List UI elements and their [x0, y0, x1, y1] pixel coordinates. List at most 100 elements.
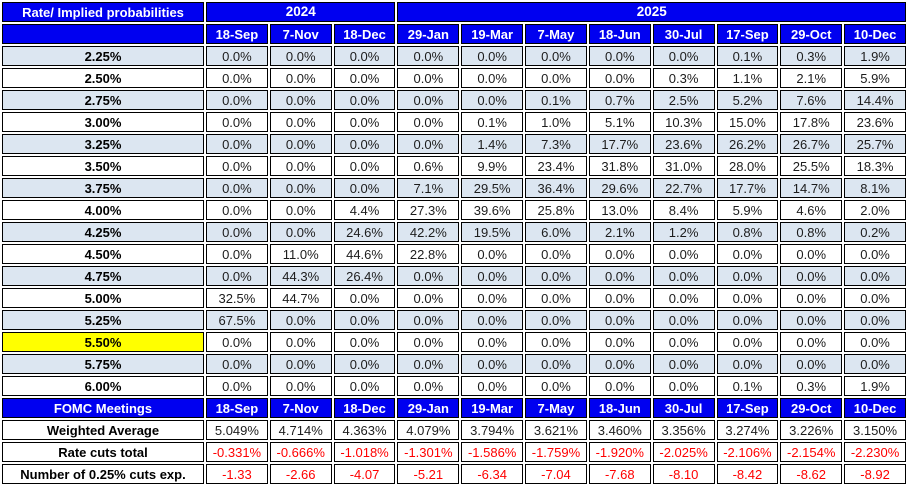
- footer-value-cell: 3.356%: [652, 420, 715, 440]
- probability-cell: 0.0%: [269, 376, 332, 396]
- probability-cell: 0.0%: [780, 266, 843, 286]
- probability-cell: 0.0%: [333, 178, 396, 198]
- probability-cell: 26.2%: [716, 134, 779, 154]
- probability-cell: 19.5%: [461, 222, 524, 242]
- probability-cell: 0.0%: [588, 68, 651, 88]
- probability-cell: 29.5%: [461, 178, 524, 198]
- probability-cell: 0.0%: [461, 68, 524, 88]
- year-header-row: Rate/ Implied probabilities 2024 2025: [2, 2, 906, 22]
- rate-label-cell: 3.50%: [2, 156, 204, 176]
- rate-label-cell: 4.00%: [2, 200, 204, 220]
- footer-value-cell: -1.33: [206, 464, 268, 484]
- probability-cell: 0.0%: [652, 266, 715, 286]
- date-header-cell: 29-Oct: [780, 24, 843, 44]
- probability-cell: 22.7%: [652, 178, 715, 198]
- date-header-cell: 30-Jul: [652, 24, 715, 44]
- date-header-cell: 17-Sep: [716, 24, 779, 44]
- probability-cell: 44.7%: [269, 288, 332, 308]
- footer-value-cell: -1.301%: [397, 442, 460, 462]
- fomc-meetings-label: FOMC Meetings: [2, 398, 204, 418]
- rate-label-cell: 3.00%: [2, 112, 204, 132]
- rate-label-cell: 5.00%: [2, 288, 204, 308]
- footer-value-cell: -7.68: [588, 464, 651, 484]
- probability-cell: 15.0%: [716, 112, 779, 132]
- probability-cell: 0.0%: [397, 354, 460, 374]
- probability-cell: 0.0%: [397, 266, 460, 286]
- probability-cell: 0.0%: [206, 178, 268, 198]
- date-header-cell: 18-Dec: [333, 24, 396, 44]
- rate-row: 6.00% 0.0% 0.0% 0.0% 0.0% 0.0% 0.0% 0.0% 0.0% 0.1…: [2, 376, 906, 396]
- rate-row: 4.50% 0.0% 11.0% 44.6% 22.8% 0.0% 0.0% 0.0% 0.0%…: [2, 244, 906, 264]
- probability-cell: 14.4%: [844, 90, 906, 110]
- footer-value-cell: -8.42: [716, 464, 779, 484]
- footer-value-cell: 3.794%: [461, 420, 524, 440]
- rate-row: 3.50% 0.0% 0.0% 0.0% 0.6% 9.9% 23.4% 31.8% 31.0%…: [2, 156, 906, 176]
- probability-cell: 0.0%: [397, 112, 460, 132]
- probability-cell: 14.7%: [780, 178, 843, 198]
- fomc-meeting-date-cell: 30-Jul: [652, 398, 715, 418]
- probability-cell: 1.9%: [844, 46, 906, 66]
- probability-cell: 23.6%: [844, 112, 906, 132]
- footer-value-cell: 5.049%: [206, 420, 268, 440]
- probability-cell: 25.5%: [780, 156, 843, 176]
- fomc-meeting-date-cell: 19-Mar: [461, 398, 524, 418]
- footer-value-cell: -2.025%: [652, 442, 715, 462]
- footer-value-cell: 3.150%: [844, 420, 906, 440]
- probability-cell: 0.0%: [269, 156, 332, 176]
- probability-cell: 0.0%: [269, 134, 332, 154]
- probability-cell: 0.0%: [206, 200, 268, 220]
- probability-cell: 0.0%: [333, 376, 396, 396]
- probability-cell: 0.0%: [588, 46, 651, 66]
- probability-cell: 0.0%: [716, 266, 779, 286]
- probability-cell: 8.4%: [652, 200, 715, 220]
- corner-spacer-cell: [2, 24, 204, 44]
- footer-value-cell: 3.226%: [780, 420, 843, 440]
- probability-cell: 0.0%: [397, 90, 460, 110]
- probability-cell: 27.3%: [397, 200, 460, 220]
- probability-cell: 0.0%: [333, 68, 396, 88]
- probability-cell: 0.6%: [397, 156, 460, 176]
- rate-row: 2.50% 0.0% 0.0% 0.0% 0.0% 0.0% 0.0% 0.0% 0.3% 1.1…: [2, 68, 906, 88]
- probability-cell: 0.0%: [206, 156, 268, 176]
- fomc-meeting-date-cell: 18-Jun: [588, 398, 651, 418]
- probability-cell: 0.0%: [206, 68, 268, 88]
- probability-cell: 25.7%: [844, 134, 906, 154]
- probability-cell: 13.0%: [588, 200, 651, 220]
- footer-value-cell: 3.621%: [525, 420, 587, 440]
- rate-row: 5.50% 0.0% 0.0% 0.0% 0.0% 0.0% 0.0% 0.0% 0.0% 0.0…: [2, 332, 906, 352]
- probability-cell: 7.6%: [780, 90, 843, 110]
- probability-cell: 0.0%: [461, 46, 524, 66]
- rate-row: 2.75% 0.0% 0.0% 0.0% 0.0% 0.0% 0.1% 0.7% 2.5% 5.2…: [2, 90, 906, 110]
- probability-cell: 0.0%: [588, 310, 651, 330]
- probability-cell: 1.1%: [716, 68, 779, 88]
- probability-cell: 0.0%: [716, 288, 779, 308]
- date-header-cell: 10-Dec: [844, 24, 906, 44]
- probability-cell: 0.0%: [525, 376, 587, 396]
- probability-cell: 22.8%: [397, 244, 460, 264]
- probability-cell: 0.0%: [333, 288, 396, 308]
- probability-cell: 0.8%: [780, 222, 843, 242]
- probability-cell: 0.0%: [588, 376, 651, 396]
- weighted-average-row: Weighted Average 5.049% 4.714% 4.363% 4.079…: [2, 420, 906, 440]
- probability-cell: 0.0%: [525, 266, 587, 286]
- probability-cell: 0.0%: [652, 46, 715, 66]
- rate-row: 3.75% 0.0% 0.0% 0.0% 7.1% 29.5% 36.4% 29.6% 22.7…: [2, 178, 906, 198]
- probability-cell: 0.0%: [780, 310, 843, 330]
- table-title: Rate/ Implied probabilities: [2, 2, 204, 22]
- probability-cell: 0.0%: [716, 244, 779, 264]
- probability-cell: 28.0%: [716, 156, 779, 176]
- probability-cell: 0.0%: [525, 354, 587, 374]
- probability-cell: 1.9%: [844, 376, 906, 396]
- rate-row: 4.25% 0.0% 0.0% 24.6% 42.2% 19.5% 6.0% 2.1% 1.2%…: [2, 222, 906, 242]
- probability-cell: 0.0%: [844, 288, 906, 308]
- probability-cell: 0.0%: [269, 332, 332, 352]
- footer-value-cell: -6.34: [461, 464, 524, 484]
- probability-cell: 0.0%: [780, 244, 843, 264]
- probability-cell: 5.2%: [716, 90, 779, 110]
- probability-cell: 0.0%: [844, 310, 906, 330]
- probability-cell: 44.6%: [333, 244, 396, 264]
- probability-cell: 0.0%: [333, 156, 396, 176]
- rate-row: 5.00% 32.5% 44.7% 0.0% 0.0% 0.0% 0.0% 0.0% 0.0% 0…: [2, 288, 906, 308]
- probability-cell: 0.0%: [397, 288, 460, 308]
- footer-value-cell: 4.714%: [269, 420, 332, 440]
